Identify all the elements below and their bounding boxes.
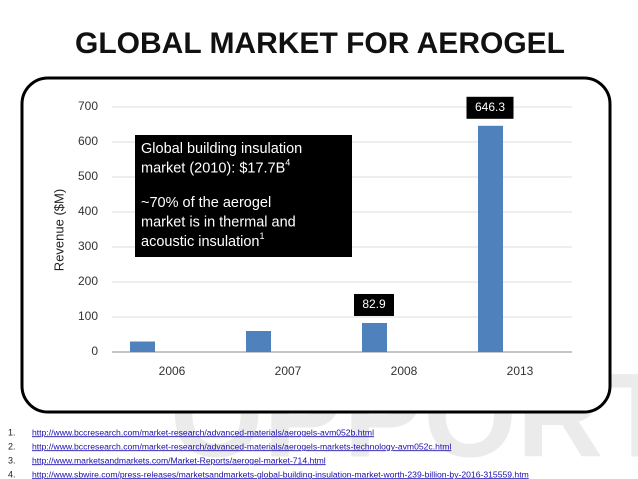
annotation-line: Global building insulation [141, 141, 302, 157]
data-label-box [466, 96, 514, 119]
x-tick-label: 2013 [507, 364, 534, 378]
footnote-number: 3. [8, 455, 16, 465]
footnote-link[interactable]: http://www.sbwire.com/press-releases/mar… [32, 469, 529, 479]
bar [362, 322, 387, 352]
y-tick-label: 100 [78, 309, 98, 323]
annotation-line: market is in thermal and [141, 214, 296, 230]
footnote-number: 2. [8, 441, 16, 451]
footnote-link[interactable]: http://www.bccresearch.com/market-resear… [32, 441, 451, 451]
annotation-box [135, 135, 352, 257]
annotation-line: market (2010): $17.7B4 [141, 158, 290, 176]
y-tick-label: 200 [78, 274, 98, 288]
footnote-number: 4. [8, 469, 16, 479]
y-tick-label: 500 [78, 169, 98, 183]
footnote-link[interactable]: http://www.bccresearch.com/market-resear… [32, 427, 374, 437]
annotation-text: ~70% of the aerogel [141, 195, 271, 211]
bar [130, 341, 155, 352]
bar [478, 125, 503, 352]
y-tick-label: 0 [91, 344, 98, 358]
x-tick-label: 2007 [275, 364, 302, 378]
y-tick-label: 400 [78, 204, 98, 218]
annotation-superscript: 1 [260, 231, 265, 241]
data-label: 646.3 [475, 100, 505, 114]
y-tick-label: 300 [78, 239, 98, 253]
y-tick-label: 700 [78, 99, 98, 113]
annotation-text: acoustic insulation [141, 234, 260, 250]
data-label: 82.9 [362, 297, 386, 311]
x-tick-label: 2006 [159, 364, 186, 378]
annotation-superscript: 4 [285, 158, 290, 168]
y-axis-label: Revenue ($M) [51, 189, 66, 271]
annotation-text: market (2010): $17.7B [141, 160, 285, 176]
annotation-line: acoustic insulation1 [141, 231, 265, 249]
annotation-text: Global building insulation [141, 141, 302, 157]
bar [246, 331, 271, 352]
y-tick-label: 600 [78, 134, 98, 148]
annotation-text: market is in thermal and [141, 214, 296, 230]
slide-title: GLOBAL MARKET FOR AEROGEL [75, 27, 565, 60]
data-label-box [354, 293, 394, 316]
x-tick-label: 2008 [391, 364, 418, 378]
footnote-number: 1. [8, 427, 16, 437]
footnote-link[interactable]: http://www.marketsandmarkets.com/Market-… [32, 455, 326, 465]
annotation-line: ~70% of the aerogel [141, 195, 271, 211]
